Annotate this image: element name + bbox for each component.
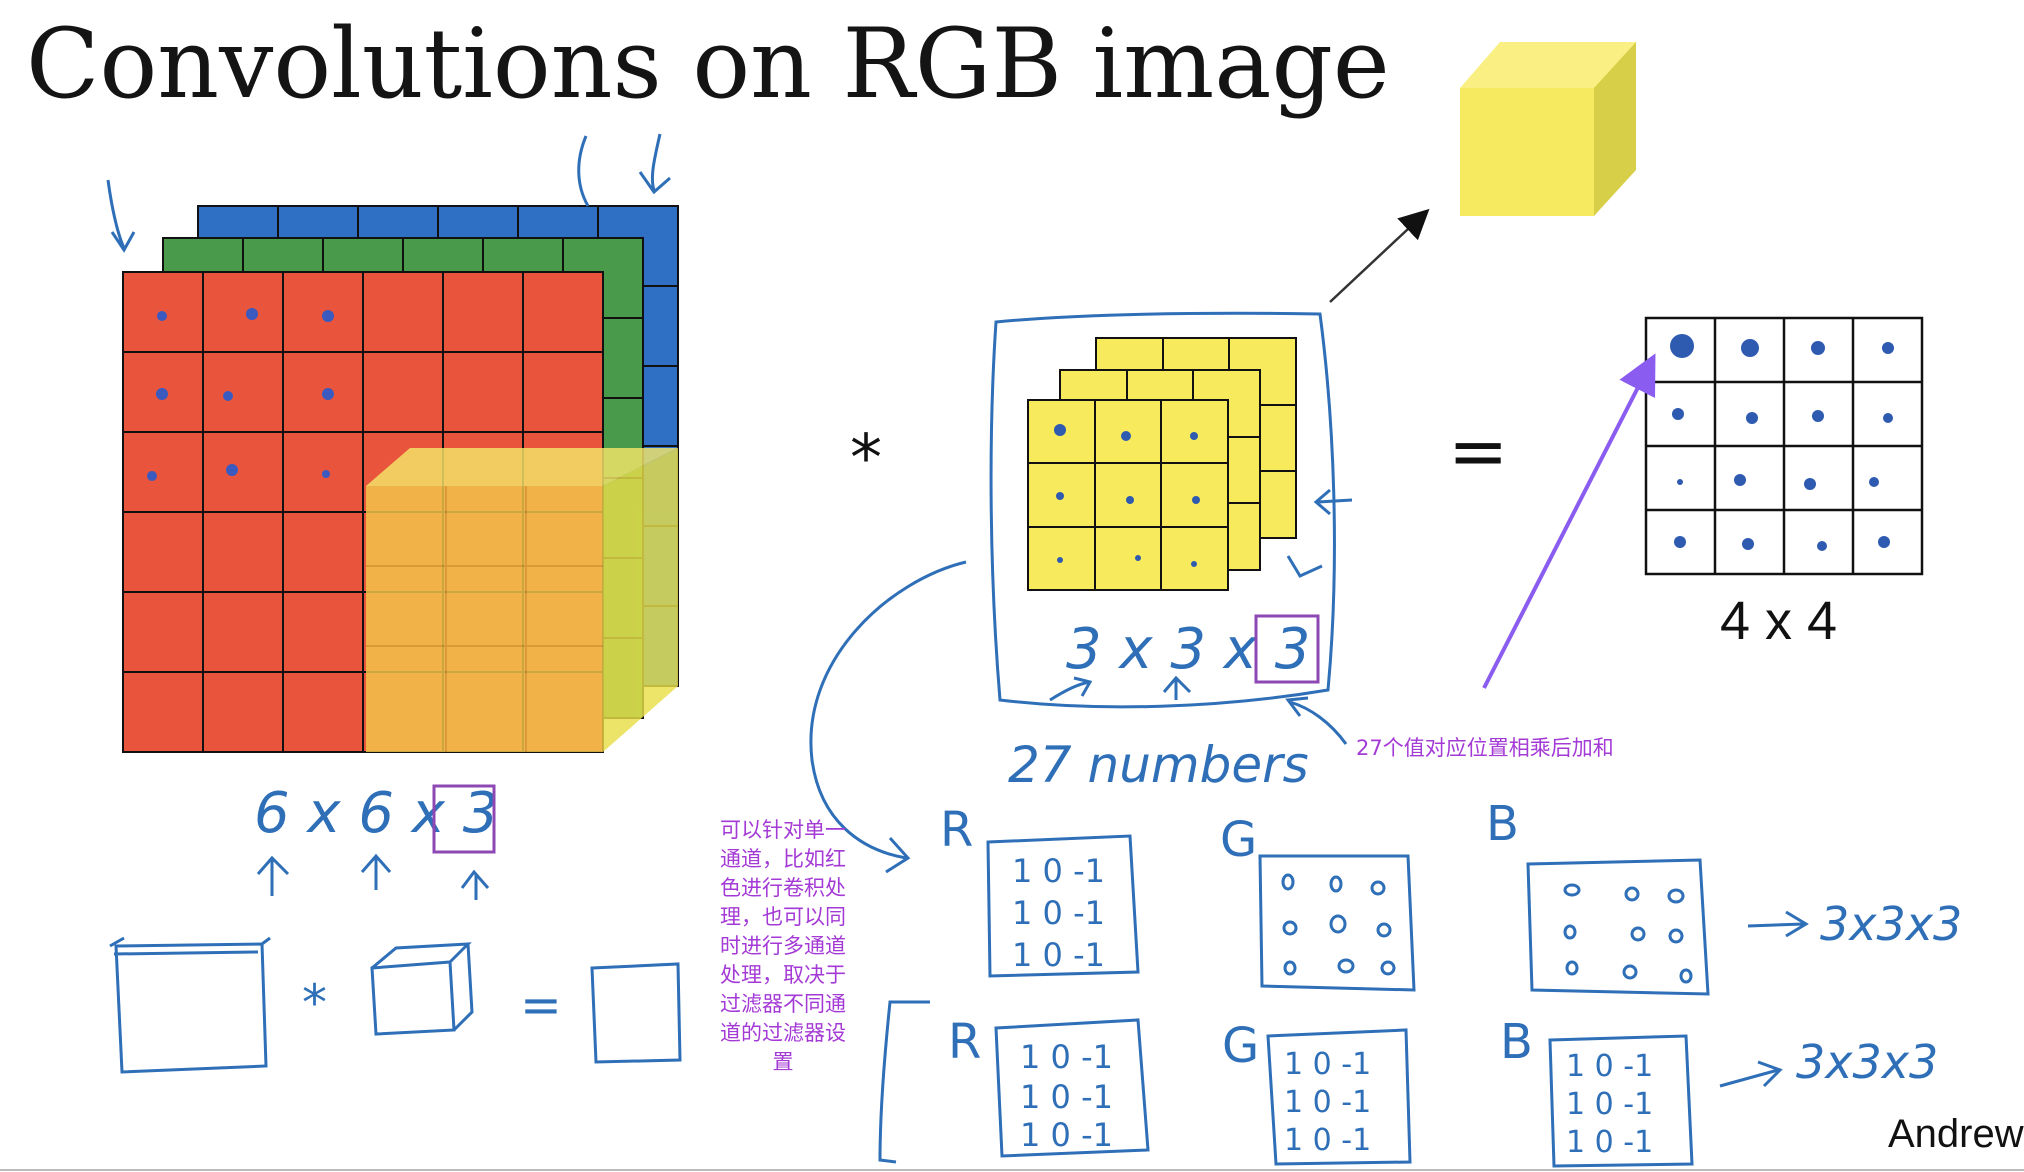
row1-r-values-1: 1 0 -1 — [1012, 852, 1105, 890]
row2-label-g: G — [1222, 1018, 1259, 1074]
row2-r-values-1: 1 0 -1 — [1020, 1038, 1113, 1076]
input-depth-box — [432, 784, 496, 854]
row1-filter-b — [1526, 858, 1710, 996]
row1-result-arrow — [1747, 910, 1809, 938]
filter-dims-text: 3 x 3 x 3 — [1066, 617, 1310, 682]
row2-g-values-1: 1 0 -1 — [1284, 1047, 1371, 1082]
arrow-to-right-note — [1285, 696, 1348, 745]
filter-side-arrows — [1286, 488, 1353, 578]
row2-g-values-2: 1 0 -1 — [1284, 1085, 1371, 1120]
author-name: Andrew — [1888, 1112, 2024, 1156]
row2-r-values-3: 1 0 -1 — [1020, 1116, 1113, 1154]
filter-volume — [989, 311, 1353, 709]
row2-label-b: B — [1500, 1014, 1533, 1070]
row2-b-values-3: 1 0 -1 — [1566, 1125, 1653, 1160]
row2-filter-g: 1 0 -1 1 0 -1 1 0 -1 — [1266, 1028, 1412, 1166]
row2-result-text: 3x3x3 — [1796, 1035, 1938, 1089]
equals-sign: = — [1448, 409, 1508, 493]
sketch-equals: = — [520, 976, 562, 1034]
row1-filter-g — [1258, 854, 1416, 992]
sketch-multiply: * — [302, 974, 327, 1032]
output-cube — [1460, 42, 1636, 216]
row2-result-arrow — [1719, 1060, 1783, 1088]
input-dims-text: 6 x 6 x 3 — [254, 781, 498, 846]
filter-dots — [1054, 424, 1200, 567]
input-volume — [106, 133, 679, 753]
row1-filter-r: 1 0 -1 1 0 -1 1 0 -1 — [986, 834, 1140, 978]
red-highlight-dots — [147, 308, 334, 481]
row2-filter-r: 1 0 -1 1 0 -1 1 0 -1 — [994, 1018, 1150, 1158]
channel-filters-row1: R G B 1 0 -1 1 0 -1 1 0 -1 3x3x3 — [940, 796, 1962, 996]
filter-enclosure — [989, 311, 1336, 709]
output-grid — [1644, 316, 1924, 576]
slide-title: Convolutions on RGB image — [26, 8, 1390, 120]
filter-overlay-cube — [366, 448, 678, 752]
arrow-red-channel — [106, 179, 136, 253]
filter-count-text: 27 numbers — [1008, 736, 1309, 794]
row1-label-g: G — [1220, 812, 1257, 868]
filter-dims-arrows — [1049, 675, 1192, 702]
arrow-blue-channel — [638, 133, 671, 195]
row2-bracket — [878, 1000, 930, 1164]
row2-filter-b: 1 0 -1 1 0 -1 1 0 -1 — [1548, 1034, 1694, 1168]
channel-filters-row2: R G B 1 0 -1 1 0 -1 1 0 -1 1 0 -1 1 0 -1… — [878, 1000, 1938, 1168]
arrow-to-output-cube — [1329, 208, 1430, 303]
input-dims-arrows — [256, 853, 490, 900]
row1-r-values-3: 1 0 -1 — [1012, 936, 1105, 974]
curve-to-channel-filters — [809, 560, 967, 874]
row2-b-values-1: 1 0 -1 — [1566, 1049, 1653, 1084]
bracket-blue-channel — [577, 135, 590, 207]
filter-depth-box — [1254, 614, 1320, 684]
row1-label-r: R — [940, 802, 973, 858]
annotation-right-note: 27个值对应位置相乘后加和 — [1356, 736, 1614, 760]
output-size-label: 4 x 4 — [1720, 591, 1838, 651]
purple-arrow-to-output — [1482, 353, 1656, 689]
output-dots — [1670, 334, 1894, 551]
annotation-left-note: 可以针对单一通道，比如红色进行卷积处理，也可以同时进行多通道处理，取决于过滤器不… — [720, 818, 846, 1074]
row1-result-text: 3x3x3 — [1820, 897, 1962, 951]
sketch-equation — [109, 936, 682, 1074]
row2-label-r: R — [948, 1014, 981, 1070]
row1-r-values-2: 1 0 -1 — [1012, 894, 1105, 932]
row1-label-b: B — [1486, 796, 1519, 852]
row2-g-values-3: 1 0 -1 — [1284, 1123, 1371, 1158]
convolution-operator: * — [850, 422, 882, 496]
row2-r-values-2: 1 0 -1 — [1020, 1078, 1113, 1116]
row2-b-values-2: 1 0 -1 — [1566, 1087, 1653, 1122]
